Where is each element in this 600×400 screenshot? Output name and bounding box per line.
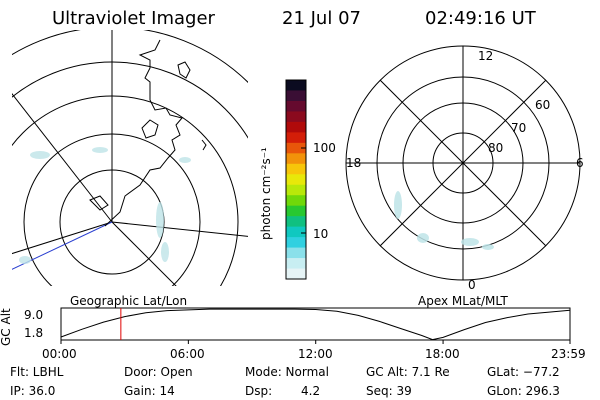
colorbar-frame <box>285 79 307 280</box>
island <box>141 119 159 139</box>
colorbar-segment <box>286 121 306 133</box>
colorbar-segment <box>286 163 306 175</box>
altitude-x-ticks <box>60 340 571 344</box>
geo-blue-line <box>12 221 113 270</box>
gain-info: Gain: 14 <box>124 384 175 398</box>
island <box>177 61 191 79</box>
polar-plot-caption: Apex MLat/MLT <box>418 294 508 308</box>
colorbar-segment <box>286 205 306 217</box>
geo-meridian <box>111 221 177 286</box>
island <box>201 139 207 151</box>
time-tick-1200: 12:00 <box>298 347 333 361</box>
colorbar-segment <box>286 100 306 113</box>
altitude-curve <box>60 308 571 341</box>
colorbar-segment <box>286 153 306 165</box>
emission-patch <box>156 202 164 238</box>
geo-meridian <box>12 93 113 223</box>
island <box>89 195 109 211</box>
gc-alt-info: GC Alt: 7.1 Re <box>366 365 450 379</box>
colorbar-gradient <box>286 80 306 280</box>
emission-patch <box>30 151 50 159</box>
colorbar-segment <box>286 237 306 249</box>
colorbar-segment <box>286 111 306 123</box>
polar-axis <box>379 79 547 247</box>
colorbar-segment <box>286 184 306 196</box>
colorbar-segment <box>286 90 306 102</box>
mlt-label-12: 12 <box>478 49 494 63</box>
emission-patch <box>92 147 108 153</box>
mlat-label-80: 80 <box>488 141 504 155</box>
emission-patch <box>394 191 402 219</box>
emission-patch <box>161 242 169 262</box>
glon-info: GLon: 296.3 <box>487 384 560 398</box>
emission-patch <box>482 244 494 250</box>
seq-info: Seq: 39 <box>366 384 412 398</box>
ip-info: IP: 36.0 <box>10 384 56 398</box>
altitude-ytick-high: 9.0 <box>24 308 44 322</box>
colorbar-segment <box>286 142 306 154</box>
door-info: Door: Open <box>124 365 193 379</box>
time-tick-0600: 06:00 <box>170 347 205 361</box>
altitude-ylabel: GC Alt <box>0 308 13 346</box>
mlt-label-0: 0 <box>468 278 476 292</box>
emission-patch <box>179 157 191 163</box>
emission-patch <box>19 256 31 264</box>
dsp-value: 4.2 <box>301 384 321 398</box>
mlt-label-18: 18 <box>346 156 362 170</box>
colorbar-segment <box>286 226 306 238</box>
altitude-frame <box>60 307 571 341</box>
colorbar-segment <box>286 132 306 144</box>
mode-info: Mode: Normal <box>245 365 329 379</box>
colorbar-segment <box>286 268 306 280</box>
geo-meridian <box>111 221 248 237</box>
altitude-ytick-low: 1.8 <box>24 326 44 340</box>
colorbar-segment <box>286 174 306 186</box>
mlat-label-60: 60 <box>535 98 551 112</box>
time-tick-2359: 23:59 <box>551 347 586 361</box>
emission-patch <box>461 238 479 246</box>
colorbar-tick-100: 100 <box>313 141 336 155</box>
observation-date: 21 Jul 07 <box>282 8 361 29</box>
dsp-label: Dsp: <box>245 384 273 398</box>
colorbar-segment <box>286 195 306 207</box>
geo-meridian <box>12 221 113 255</box>
filter-info: Flt: LBHL <box>10 365 64 379</box>
mlt-label-6: 6 <box>576 156 584 170</box>
emission-patch <box>417 233 429 243</box>
time-tick-0000: 00:00 <box>42 347 77 361</box>
coastline <box>104 39 183 227</box>
colorbar-segment <box>286 80 306 92</box>
colorbar-segment <box>286 216 306 228</box>
colorbar-tick-10: 10 <box>313 227 329 241</box>
time-tick-1800: 18:00 <box>425 347 460 361</box>
glat-info: GLat: −77.2 <box>487 365 560 379</box>
colorbar-segment <box>286 247 306 259</box>
mlat-label-70: 70 <box>511 121 527 135</box>
instrument-title: Ultraviolet Imager <box>52 8 215 29</box>
colorbar-segment <box>286 258 306 270</box>
observation-time: 02:49:16 UT <box>425 8 536 29</box>
geo-map-caption: Geographic Lat/Lon <box>70 294 188 308</box>
